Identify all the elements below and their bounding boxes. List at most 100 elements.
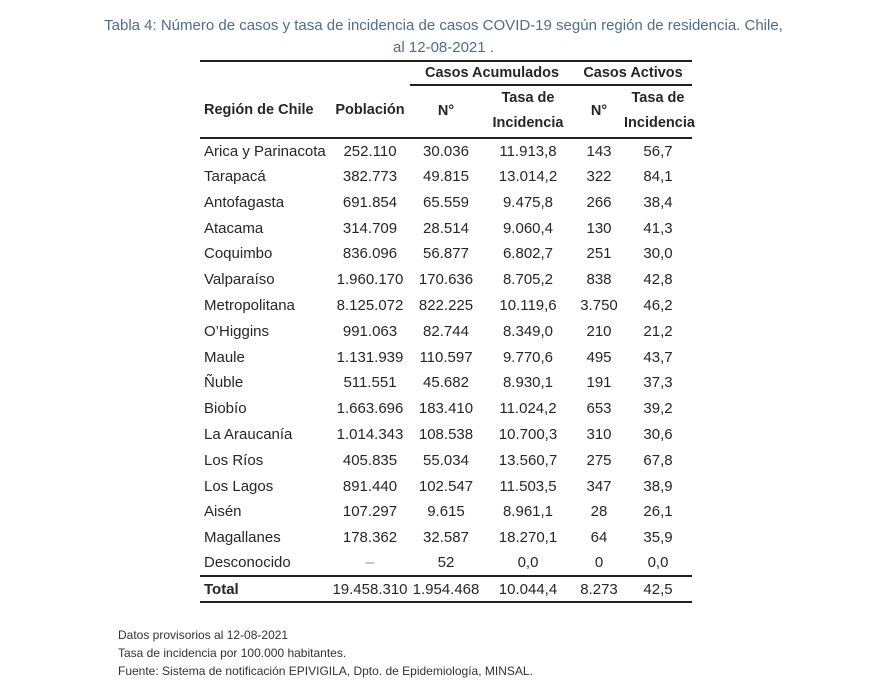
col-header-n-acumulados: N° [410, 85, 482, 139]
covid-incidence-table: Casos Acumulados Casos Activos Región de… [200, 60, 695, 604]
region-name: Magallanes [204, 529, 281, 547]
value-cell: 110.597 [419, 348, 473, 366]
table-row: La Araucanía 1.014.343 108.538 10.700,3 310 3… [200, 422, 692, 448]
total-tasa-activos: 42,5 [624, 575, 693, 604]
value-cell: 130 [586, 219, 612, 237]
value-cell: 405.835 [342, 451, 398, 469]
value-cell: 178.362 [342, 529, 398, 547]
region-name: Metropolitana [204, 296, 295, 314]
value-cell: 991.063 [342, 322, 398, 340]
group-header-casos-activos: Casos Activos [574, 60, 693, 86]
value-cell: 52 [437, 554, 455, 572]
value-cell: 1.131.939 [336, 348, 404, 366]
table-title: Tabla 4: Número de casos y tasa de incid… [0, 15, 887, 59]
value-cell: 10.119,6 [499, 296, 557, 314]
value-cell: 1.663.696 [336, 400, 404, 418]
value-cell: 322 [586, 167, 612, 185]
value-cell: 1.014.343 [336, 425, 404, 443]
value-cell: 8.125.072 [336, 296, 404, 314]
total-n-activos: 8.273 [574, 575, 624, 604]
value-cell: 347 [586, 477, 612, 495]
value-cell: 382.773 [342, 167, 398, 185]
table-row: Tarapacá 382.773 49.815 13.014,2 322 84,1 [200, 164, 692, 190]
value-cell: 8.349,0 [502, 322, 554, 340]
value-cell: 46,2 [643, 296, 673, 314]
value-cell: 42,8 [643, 271, 673, 289]
group-header-row: Casos Acumulados Casos Activos [200, 60, 693, 86]
table-row: Coquimbo 836.096 56.877 6.802,7 251 30,0 [200, 241, 692, 267]
empty-header-cell [200, 60, 330, 85]
value-cell: 8.961,1 [502, 503, 554, 521]
region-name: Biobío [204, 400, 247, 418]
value-cell: 11.024,2 [499, 400, 557, 418]
region-name: Aisén [204, 503, 242, 521]
value-cell: 45.682 [423, 374, 469, 392]
value-cell: 0 [594, 554, 604, 572]
value-cell: 9.475,8 [502, 193, 554, 211]
footnote-provisional: Datos provisorios al 12-08-2021 [118, 628, 289, 642]
region-name: O’Higgins [204, 322, 270, 340]
table-row: Ñuble 511.551 45.682 8.930,1 191 37,3 [200, 370, 692, 396]
value-cell: 39,2 [643, 400, 673, 418]
col-header-poblacion: Población [330, 85, 410, 139]
value-cell: 495 [586, 348, 612, 366]
table-row: Los Lagos 891.440 102.547 11.503,5 347 38,9 [200, 473, 692, 499]
value-cell: 653 [586, 400, 612, 418]
value-cell: 13.560,7 [498, 451, 558, 469]
table-row: Aisén 107.297 9.615 8.961,1 28 26,1 [200, 499, 692, 525]
table-row: Maule 1.131.939 110.597 9.770,6 495 43,7 [200, 344, 692, 370]
value-cell: 838 [586, 271, 612, 289]
region-name: Tarapacá [204, 167, 266, 185]
value-cell: 37,3 [643, 374, 673, 392]
value-cell: 107.297 [342, 503, 398, 521]
group-header-casos-acumulados: Casos Acumulados [410, 60, 574, 86]
value-cell: 9.770,6 [502, 348, 554, 366]
total-n-acumulados: 1.954.468 [410, 575, 482, 604]
value-cell: 28.514 [423, 219, 469, 237]
value-cell: 511.551 [343, 374, 397, 392]
region-name: Los Lagos [204, 477, 274, 495]
table-row: Magallanes 178.362 32.587 18.270,1 64 35,9 [200, 525, 692, 551]
column-header-row: Región de Chile Población N° Tasa de Inc… [200, 85, 695, 139]
value-cell: 210 [586, 322, 612, 340]
value-cell: 30,0 [643, 245, 673, 263]
value-cell: 8.705,2 [502, 271, 554, 289]
value-cell: 18.270,1 [498, 529, 558, 547]
region-name: Maule [204, 348, 245, 366]
region-name: Coquimbo [204, 245, 273, 263]
footnote-rate-basis: Tasa de incidencia por 100.000 habitante… [118, 646, 347, 660]
table-row: O’Higgins 991.063 82.744 8.349,0 210 21,2 [200, 318, 692, 344]
value-cell: 691.854 [342, 193, 398, 211]
region-name: Valparaíso [204, 271, 275, 289]
value-cell: 56.877 [423, 245, 469, 263]
value-cell: – [365, 554, 375, 572]
value-cell: 143 [586, 142, 612, 160]
value-cell: 191 [586, 374, 612, 392]
value-cell: 266 [586, 193, 612, 211]
region-name: Antofagasta [204, 193, 285, 211]
value-cell: 10.700,3 [498, 425, 558, 443]
value-cell: 84,1 [643, 167, 673, 185]
value-cell: 3.750 [580, 296, 618, 314]
total-poblacion: 19.458.310 [330, 575, 410, 604]
value-cell: 55.034 [423, 451, 469, 469]
value-cell: 32.587 [423, 529, 469, 547]
value-cell: 35,9 [643, 529, 673, 547]
value-cell: 13.014,2 [498, 167, 558, 185]
value-cell: 9.615 [427, 503, 465, 521]
table-row: Los Ríos 405.835 55.034 13.560,7 275 67,8 [200, 447, 692, 473]
value-cell: 102.547 [418, 477, 474, 495]
value-cell: 30,6 [643, 425, 673, 443]
value-cell: 9.060,4 [502, 219, 554, 237]
table-row: Metropolitana 8.125.072 822.225 10.119,6 3.7… [200, 293, 692, 319]
value-cell: 310 [586, 425, 612, 443]
value-cell: 56,7 [643, 142, 673, 160]
table-row: Antofagasta 691.854 65.559 9.475,8 266 38,4 [200, 189, 692, 215]
region-name: Los Ríos [204, 451, 264, 469]
region-name: Desconocido [204, 554, 291, 572]
region-name: La Araucanía [204, 425, 293, 443]
value-cell: 65.559 [423, 193, 469, 211]
col-header-tasa-acumulados: Tasa de Incidencia [482, 85, 574, 139]
value-cell: 891.440 [342, 477, 398, 495]
value-cell: 49.815 [423, 167, 469, 185]
